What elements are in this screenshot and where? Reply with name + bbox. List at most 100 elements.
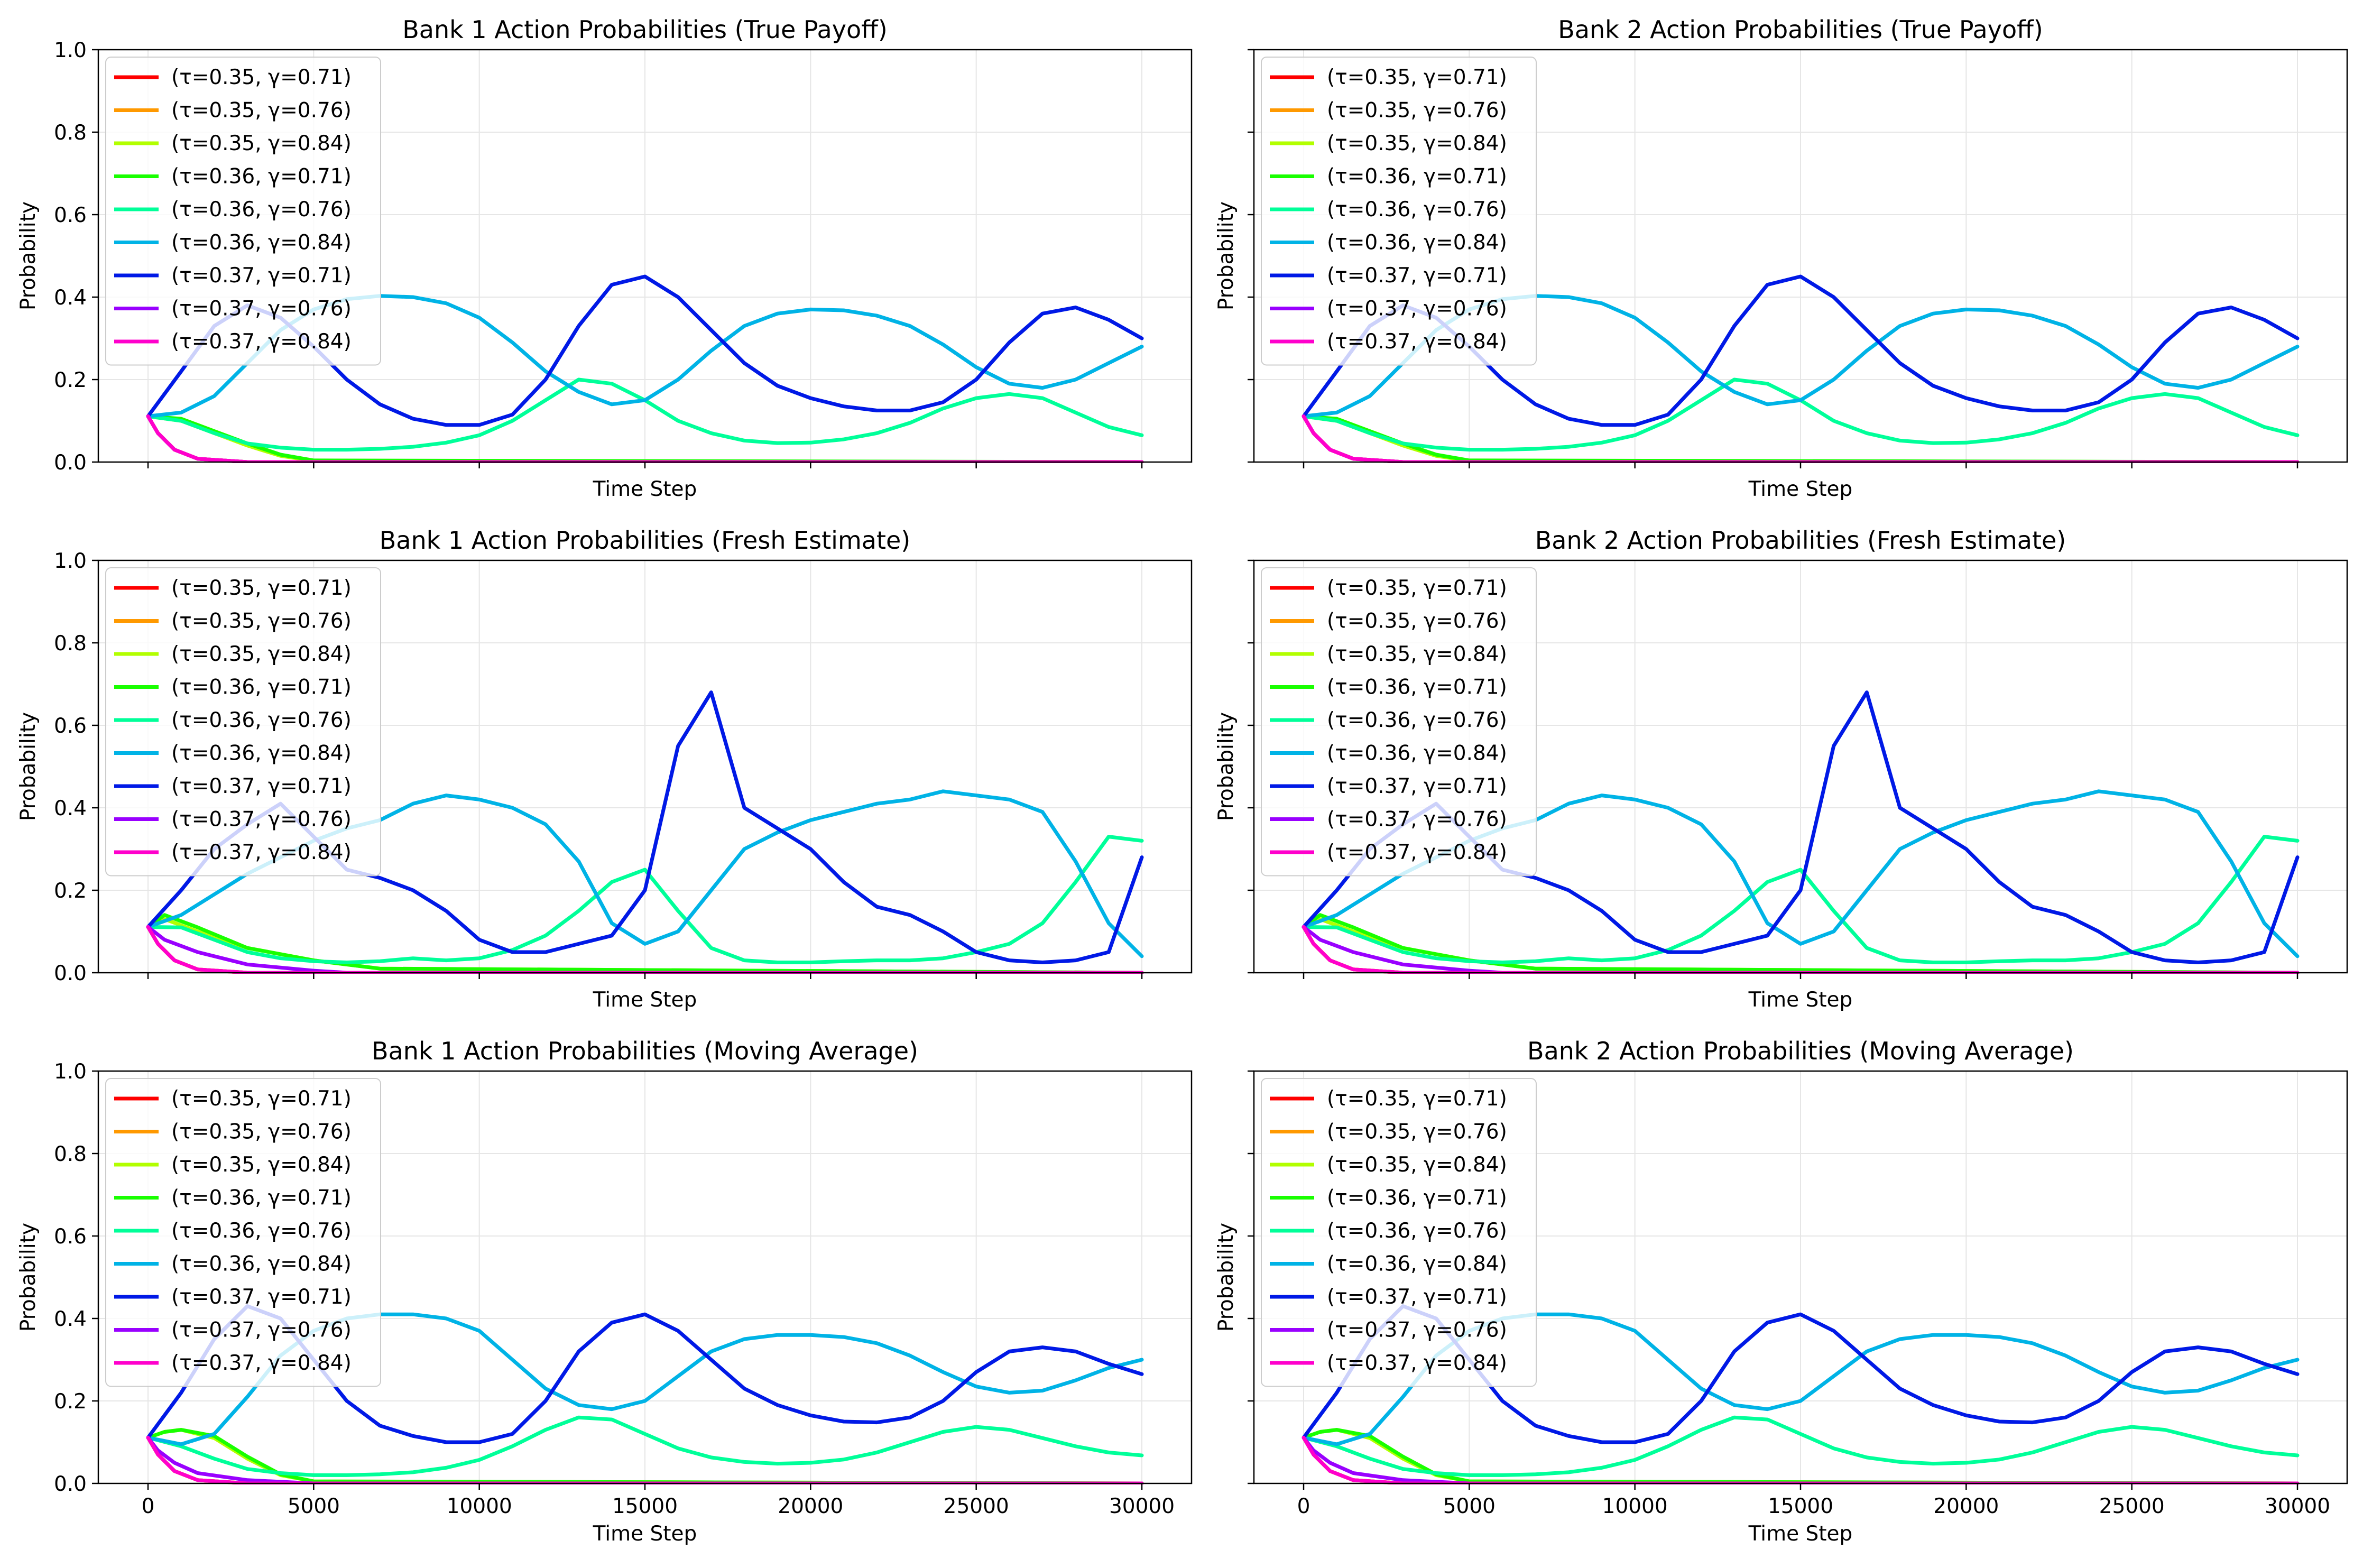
- legend-item: (τ=0.35, γ=0.84): [1270, 1153, 1507, 1177]
- legend-label: (τ=0.37, γ=0.76): [171, 297, 352, 321]
- x-axis-label: Time Step: [1748, 988, 1853, 1012]
- legend-item: (τ=0.35, γ=0.76): [1270, 610, 1507, 633]
- subplot-6: 0 5000 10000 15000 20000 25000 30000 Bank 2 Act…: [1214, 1037, 2348, 1546]
- legend-item: (τ=0.37, γ=0.76): [1270, 297, 1507, 321]
- x-axis-label: Time Step: [593, 1522, 697, 1546]
- legend-label: (τ=0.35, γ=0.84): [171, 642, 352, 666]
- legend-item: (τ=0.35, γ=0.76): [114, 1120, 352, 1144]
- legend-label: (τ=0.36, γ=0.84): [1327, 1252, 1507, 1276]
- y-axis-label: Probability: [16, 712, 40, 821]
- legend-item: (τ=0.37, γ=0.84): [114, 841, 352, 864]
- x-tick-label: 0: [1297, 1495, 1310, 1518]
- legend-label: (τ=0.35, γ=0.84): [171, 1153, 352, 1177]
- legend-item: (τ=0.36, γ=0.71): [114, 676, 352, 699]
- legend-item: (τ=0.35, γ=0.76): [1270, 1120, 1507, 1144]
- legend-label: (τ=0.37, γ=0.71): [1327, 264, 1507, 288]
- legend-label: (τ=0.37, γ=0.71): [1327, 774, 1507, 798]
- legend-label: (τ=0.35, γ=0.76): [171, 1120, 352, 1144]
- legend-label: (τ=0.36, γ=0.76): [1327, 198, 1507, 222]
- subplot-5: 0 5000 10000 15000 20000 25000 30000 0.0 0.2 0.4 0…: [16, 1037, 1193, 1546]
- legend-item: (τ=0.36, γ=0.76): [114, 1219, 352, 1243]
- legend-label: (τ=0.37, γ=0.76): [1327, 808, 1507, 832]
- y-tick-label: 1.0: [54, 1060, 87, 1084]
- legend-item: (τ=0.35, γ=0.71): [1270, 66, 1507, 89]
- legend-item: (τ=0.35, γ=0.71): [114, 66, 352, 89]
- legend-label: (τ=0.35, γ=0.84): [1327, 1153, 1507, 1177]
- legend-label: (τ=0.35, γ=0.71): [171, 1087, 352, 1111]
- series-line-4: [1302, 913, 2300, 974]
- legend-item: (τ=0.36, γ=0.71): [114, 1186, 352, 1210]
- legend-item: (τ=0.35, γ=0.84): [114, 642, 352, 666]
- subplot-title: Bank 1 Action Probabilities (True Payoff…: [402, 15, 887, 44]
- legend-item: (τ=0.35, γ=0.71): [114, 1087, 352, 1111]
- legend-label: (τ=0.37, γ=0.76): [1327, 1318, 1507, 1342]
- legend-item: (τ=0.35, γ=0.84): [114, 1153, 352, 1177]
- legend-item: (τ=0.36, γ=0.76): [1270, 198, 1507, 222]
- legend-label: (τ=0.36, γ=0.76): [171, 708, 352, 732]
- subplot-title: Bank 2 Action Probabilities (Fresh Estim…: [1535, 526, 2066, 555]
- legend-item: (τ=0.36, γ=0.84): [114, 1252, 352, 1276]
- legend-item: (τ=0.37, γ=0.84): [1270, 330, 1507, 354]
- legend-item: (τ=0.36, γ=0.71): [1270, 165, 1507, 189]
- legend-box: [105, 57, 381, 366]
- x-tick-label: 30000: [2265, 1495, 2330, 1518]
- legend-item: (τ=0.36, γ=0.76): [114, 198, 352, 222]
- legend-label: (τ=0.35, γ=0.76): [1327, 1120, 1507, 1144]
- legend-label: (τ=0.36, γ=0.71): [1327, 1186, 1507, 1210]
- legend-label: (τ=0.37, γ=0.71): [1327, 1285, 1507, 1309]
- x-tick-label: 15000: [1768, 1495, 1833, 1518]
- x-tick-label: 15000: [612, 1495, 678, 1518]
- legend-label: (τ=0.36, γ=0.71): [171, 1186, 352, 1210]
- legend: (τ=0.35, γ=0.71) (τ=0.35, γ=0.76) (τ=0.35,…: [1261, 57, 1537, 366]
- legend-item: (τ=0.36, γ=0.84): [114, 742, 352, 765]
- legend-item: (τ=0.36, γ=0.84): [1270, 742, 1507, 765]
- legend-label: (τ=0.37, γ=0.71): [171, 774, 352, 798]
- legend-item: (τ=0.37, γ=0.76): [114, 808, 352, 832]
- x-tick-label: 30000: [1109, 1495, 1175, 1518]
- legend-label: (τ=0.37, γ=0.84): [171, 841, 352, 864]
- subplot-title: Bank 2 Action Probabilities (Moving Aver…: [1527, 1037, 2074, 1065]
- y-tick-label: 0.8: [54, 1142, 87, 1166]
- legend-item: (τ=0.35, γ=0.76): [1270, 99, 1507, 123]
- legend-label: (τ=0.37, γ=0.84): [1327, 841, 1507, 864]
- legend-label: (τ=0.36, γ=0.84): [171, 1252, 352, 1276]
- legend-box: [105, 1078, 381, 1387]
- legend: (τ=0.35, γ=0.71) (τ=0.35, γ=0.76) (τ=0.35,…: [105, 1078, 381, 1387]
- y-tick-label: 0.6: [54, 204, 87, 227]
- series-group: [146, 274, 1144, 463]
- legend: (τ=0.35, γ=0.71) (τ=0.35, γ=0.76) (τ=0.35,…: [1261, 1078, 1537, 1387]
- legend-item: (τ=0.35, γ=0.76): [114, 610, 352, 633]
- subplot-title: Bank 1 Action Probabilities (Fresh Estim…: [380, 526, 910, 555]
- y-tick-label: 0.4: [54, 286, 87, 310]
- legend-item: (τ=0.37, γ=0.71): [114, 264, 352, 288]
- series-line-4: [146, 913, 1144, 974]
- legend-label: (τ=0.37, γ=0.76): [1327, 297, 1507, 321]
- x-axis-label: Time Step: [1748, 477, 1853, 501]
- legend-label: (τ=0.35, γ=0.71): [171, 66, 352, 89]
- x-tick-label: 10000: [1602, 1495, 1668, 1518]
- y-tick-label: 0.0: [54, 451, 87, 475]
- legend-label: (τ=0.36, γ=0.71): [1327, 676, 1507, 699]
- legend-label: (τ=0.35, γ=0.76): [1327, 99, 1507, 123]
- legend-item: (τ=0.37, γ=0.84): [114, 1351, 352, 1375]
- x-axis-label: Time Step: [1748, 1522, 1853, 1546]
- legend-item: (τ=0.37, γ=0.71): [114, 1285, 352, 1309]
- y-axis-label: Probability: [1214, 712, 1238, 821]
- legend-label: (τ=0.35, γ=0.76): [171, 610, 352, 633]
- legend-item: (τ=0.35, γ=0.71): [1270, 576, 1507, 600]
- legend-label: (τ=0.37, γ=0.71): [171, 1285, 352, 1309]
- x-tick-label: 0: [142, 1495, 155, 1518]
- legend-label: (τ=0.37, γ=0.71): [171, 264, 352, 288]
- legend-item: (τ=0.37, γ=0.76): [1270, 808, 1507, 832]
- y-tick-label: 0.2: [54, 1390, 87, 1414]
- legend-label: (τ=0.36, γ=0.71): [1327, 165, 1507, 189]
- legend-label: (τ=0.37, γ=0.76): [171, 808, 352, 832]
- legend-item: (τ=0.35, γ=0.84): [114, 132, 352, 155]
- series-line-4: [1302, 1428, 2300, 1484]
- y-tick-label: 0.2: [54, 879, 87, 903]
- y-tick-label: 0.4: [54, 1307, 87, 1331]
- legend-label: (τ=0.36, γ=0.76): [1327, 1219, 1507, 1243]
- legend: (τ=0.35, γ=0.71) (τ=0.35, γ=0.76) (τ=0.35,…: [1261, 567, 1537, 877]
- y-axis-label: Probability: [1214, 1223, 1238, 1332]
